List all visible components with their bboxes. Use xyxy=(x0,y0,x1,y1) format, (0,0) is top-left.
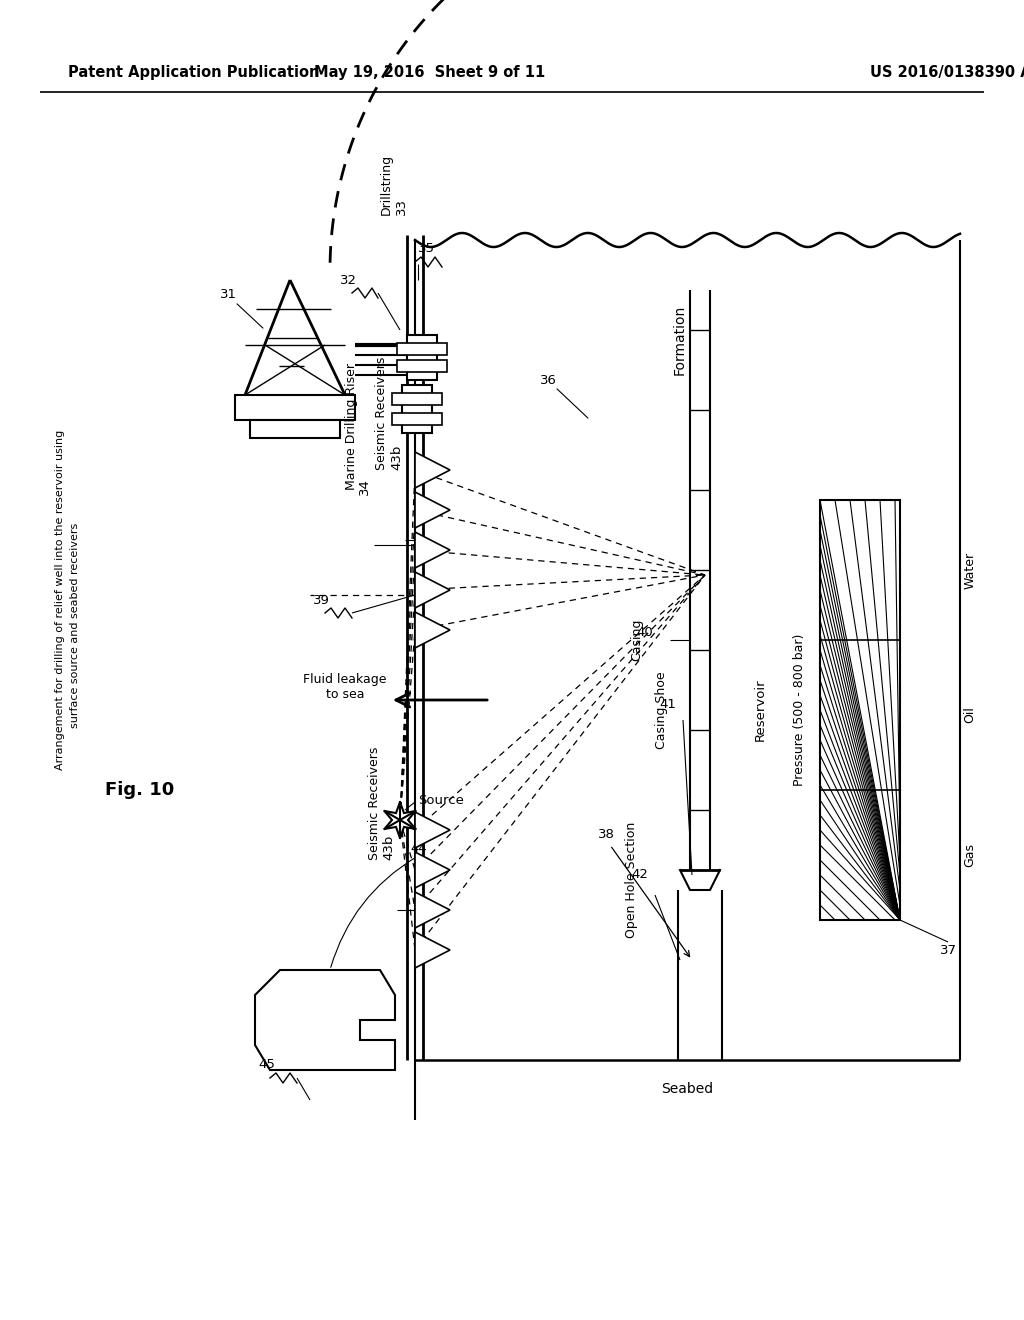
Text: Oil: Oil xyxy=(964,706,977,723)
Text: Drillstring: Drillstring xyxy=(380,154,393,215)
Text: 45: 45 xyxy=(258,1059,274,1072)
Polygon shape xyxy=(255,970,395,1071)
Text: 39: 39 xyxy=(313,594,330,606)
Text: 34: 34 xyxy=(358,478,371,495)
Text: 33: 33 xyxy=(395,198,408,215)
Polygon shape xyxy=(415,532,450,568)
Text: Casing: Casing xyxy=(630,619,643,661)
Bar xyxy=(402,385,432,433)
Text: 43b: 43b xyxy=(382,834,395,861)
Polygon shape xyxy=(415,812,450,847)
Polygon shape xyxy=(415,612,450,648)
Text: Pressure (500 - 800 bar): Pressure (500 - 800 bar) xyxy=(794,634,807,787)
Polygon shape xyxy=(415,451,450,488)
Text: 40: 40 xyxy=(637,626,653,639)
Text: Marine Drilling Riser: Marine Drilling Riser xyxy=(345,363,358,490)
Text: May 19, 2016  Sheet 9 of 11: May 19, 2016 Sheet 9 of 11 xyxy=(314,65,546,79)
Text: 44: 44 xyxy=(410,842,427,854)
Text: Seismic Receivers: Seismic Receivers xyxy=(375,356,388,470)
Text: Seabed: Seabed xyxy=(662,1082,714,1096)
Bar xyxy=(397,360,447,372)
Text: Formation: Formation xyxy=(673,305,687,375)
Text: Open Hole Section: Open Hole Section xyxy=(625,822,638,939)
Text: Fig. 10: Fig. 10 xyxy=(105,781,174,799)
Text: 43b: 43b xyxy=(390,445,403,470)
Text: Water: Water xyxy=(964,552,977,589)
Polygon shape xyxy=(415,932,450,968)
Text: Patent Application Publication: Patent Application Publication xyxy=(68,65,319,79)
Text: 41: 41 xyxy=(659,698,677,711)
Bar xyxy=(820,500,900,920)
Polygon shape xyxy=(415,851,450,888)
Bar xyxy=(392,393,442,405)
Polygon shape xyxy=(415,892,450,928)
Text: 36: 36 xyxy=(540,374,557,387)
Bar xyxy=(407,335,437,380)
Text: to sea: to sea xyxy=(326,689,365,701)
Text: Source: Source xyxy=(418,793,464,807)
Text: Gas: Gas xyxy=(964,843,977,867)
Text: Reservoir: Reservoir xyxy=(754,678,767,742)
Polygon shape xyxy=(415,492,450,528)
Text: 42: 42 xyxy=(632,869,648,882)
Text: surface source and seabed receivers: surface source and seabed receivers xyxy=(70,523,80,727)
Bar xyxy=(392,413,442,425)
Text: 38: 38 xyxy=(598,829,614,842)
Text: 35: 35 xyxy=(418,242,435,255)
Text: 31: 31 xyxy=(220,289,237,301)
Polygon shape xyxy=(415,572,450,609)
Bar xyxy=(397,343,447,355)
Polygon shape xyxy=(384,803,416,838)
Text: US 2016/0138390 A1: US 2016/0138390 A1 xyxy=(870,65,1024,79)
Text: 37: 37 xyxy=(939,944,956,957)
Bar xyxy=(234,395,355,420)
Text: Arrangement for drilling of relief well into the reservoir using: Arrangement for drilling of relief well … xyxy=(55,430,65,770)
Bar xyxy=(250,420,340,438)
Text: Seismic Receivers: Seismic Receivers xyxy=(368,747,381,861)
Text: 32: 32 xyxy=(340,273,357,286)
Text: Casing Shoe: Casing Shoe xyxy=(655,671,668,748)
Text: Fluid leakage: Fluid leakage xyxy=(303,673,387,686)
